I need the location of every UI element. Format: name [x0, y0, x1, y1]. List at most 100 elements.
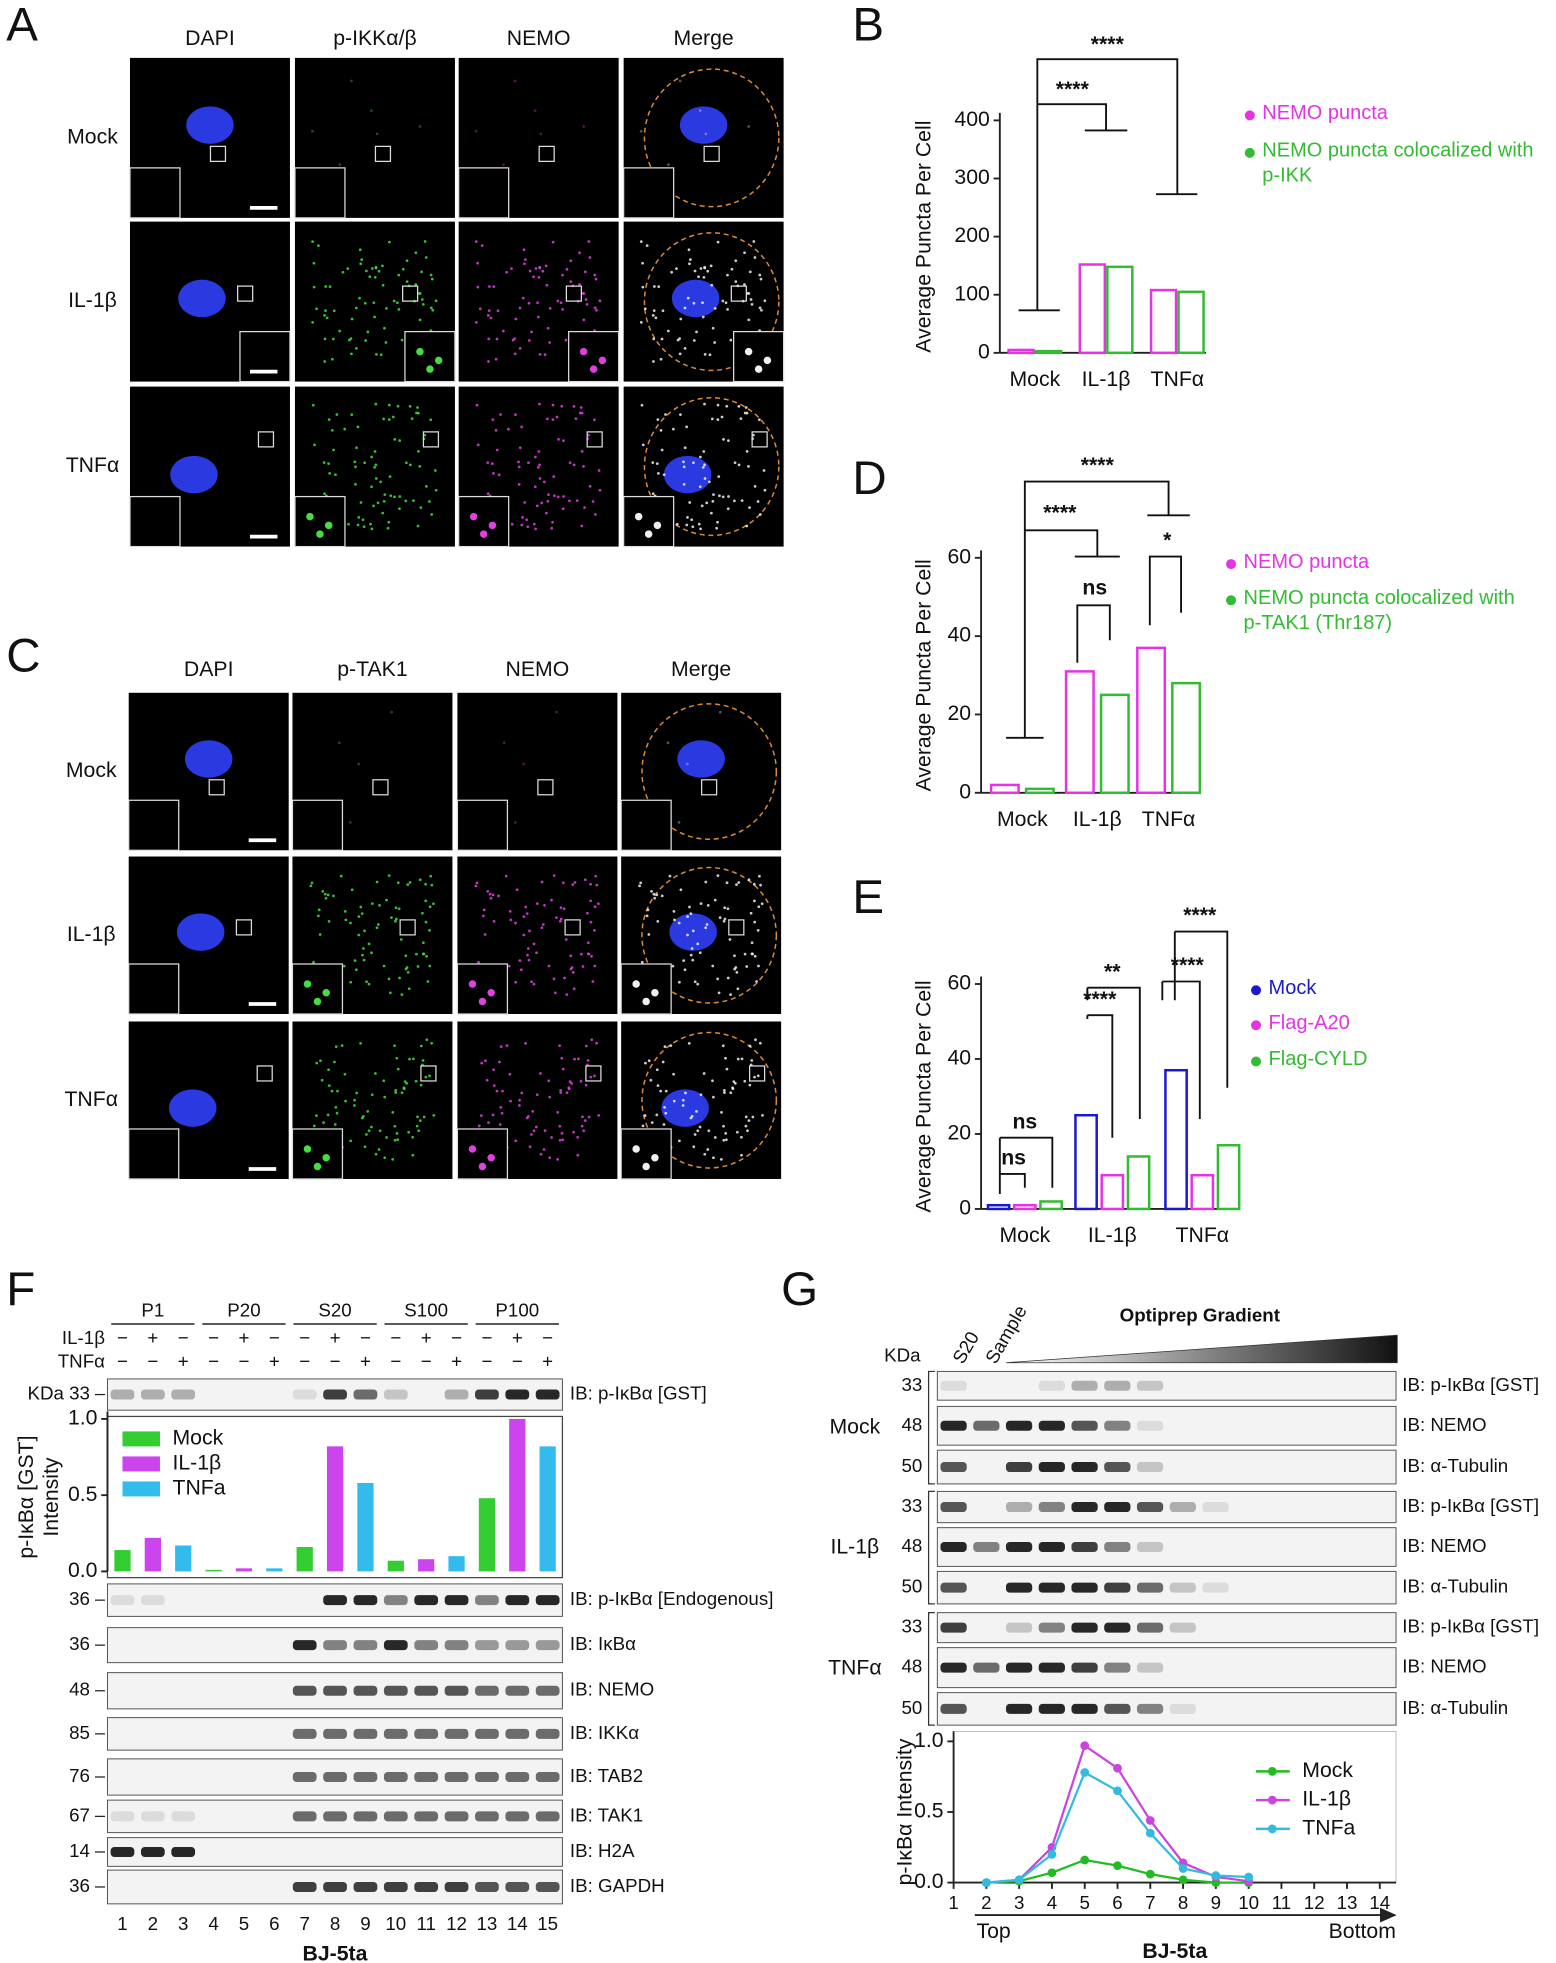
puncta: [701, 301, 704, 305]
puncta: [561, 1067, 565, 1071]
blot-band: [1136, 1502, 1164, 1513]
puncta: [747, 1119, 751, 1122]
lane-number: 8: [330, 1913, 340, 1934]
puncta: [332, 448, 335, 452]
puncta: [361, 953, 364, 957]
puncta: [759, 883, 762, 887]
puncta: [698, 1125, 702, 1129]
puncta: [701, 315, 705, 319]
puncta: [365, 1133, 368, 1136]
cell-outline: [643, 397, 780, 537]
puncta: [393, 1044, 396, 1048]
puncta: [583, 506, 586, 510]
puncta: [594, 277, 598, 281]
bar: [1007, 348, 1035, 355]
fraction-label: P100: [495, 1299, 539, 1320]
puncta: [588, 485, 592, 488]
fraction-label: P20: [227, 1299, 260, 1320]
puncta: [514, 980, 518, 984]
lane-number: 15: [537, 1913, 558, 1934]
selection-box: [237, 285, 254, 302]
blot-band: [1202, 1582, 1229, 1593]
treatment-sign: −: [481, 1327, 492, 1348]
puncta: [357, 515, 361, 519]
puncta: [639, 321, 643, 324]
puncta: [672, 910, 676, 913]
puncta: [425, 485, 428, 488]
puncta: [418, 125, 422, 128]
y-axis-label: p-IκBα Intensity: [893, 1738, 917, 1885]
puncta: [711, 964, 715, 968]
puncta: [389, 494, 393, 498]
puncta: [543, 353, 547, 357]
treatment-sign: +: [421, 1327, 432, 1348]
bar: [1190, 1173, 1215, 1211]
bar: [114, 1550, 131, 1572]
y-axis-label: Average Puncta Per Cell: [911, 559, 935, 791]
treatment-sign: −: [147, 1351, 158, 1372]
cell-outline: [641, 866, 778, 1004]
lane-number: 14: [507, 1913, 528, 1934]
puncta: [558, 1044, 561, 1048]
puncta: [382, 964, 386, 968]
puncta: [382, 1079, 386, 1083]
blot-band: [940, 1420, 967, 1431]
puncta: [483, 933, 487, 936]
puncta: [424, 899, 428, 903]
puncta: [675, 267, 678, 270]
puncta: [385, 307, 388, 310]
puncta: [552, 475, 556, 479]
blot-band: [1038, 1420, 1065, 1431]
puncta: [422, 1115, 426, 1119]
puncta: [578, 283, 581, 286]
puncta: [539, 1072, 542, 1075]
puncta: [315, 1114, 318, 1117]
legend-entry: Flag-A20: [1269, 1013, 1350, 1034]
blot-band: [414, 1881, 439, 1892]
puncta: [745, 450, 749, 453]
puncta: [370, 109, 373, 112]
puncta: [580, 411, 584, 415]
puncta: [568, 1080, 572, 1083]
puncta: [653, 285, 656, 288]
blot-band: [1005, 1703, 1033, 1714]
inset-puncta: [763, 356, 772, 365]
legend-marker: [1251, 985, 1262, 996]
puncta: [644, 1061, 647, 1065]
nucleus: [677, 740, 725, 778]
puncta: [394, 906, 398, 910]
panel-letter: D: [852, 452, 886, 505]
inset-puncta: [579, 347, 588, 356]
puncta: [692, 339, 696, 342]
puncta: [688, 501, 692, 504]
puncta: [721, 1044, 725, 1048]
puncta: [593, 964, 597, 968]
puncta: [400, 993, 404, 996]
puncta: [573, 881, 577, 884]
puncta: [330, 357, 334, 361]
puncta: [383, 326, 386, 330]
puncta: [421, 302, 425, 306]
legend-entry: NEMO puncta: [1262, 103, 1388, 124]
puncta: [692, 1145, 696, 1149]
puncta: [327, 462, 330, 465]
puncta: [691, 929, 695, 933]
puncta: [418, 318, 422, 322]
blot-band: [940, 1542, 967, 1553]
puncta: [488, 892, 492, 896]
panel-letter: B: [852, 0, 884, 51]
inset-puncta: [303, 980, 312, 988]
puncta: [558, 1138, 562, 1142]
puncta: [699, 527, 702, 531]
puncta: [713, 898, 717, 902]
puncta: [548, 1156, 552, 1160]
puncta: [758, 273, 762, 277]
puncta: [705, 923, 709, 926]
kda-label: 67: [69, 1804, 90, 1825]
treatment-label: TNFα: [58, 1351, 105, 1372]
puncta: [497, 473, 501, 477]
puncta: [646, 908, 650, 912]
puncta: [696, 1129, 700, 1133]
puncta: [428, 929, 431, 932]
